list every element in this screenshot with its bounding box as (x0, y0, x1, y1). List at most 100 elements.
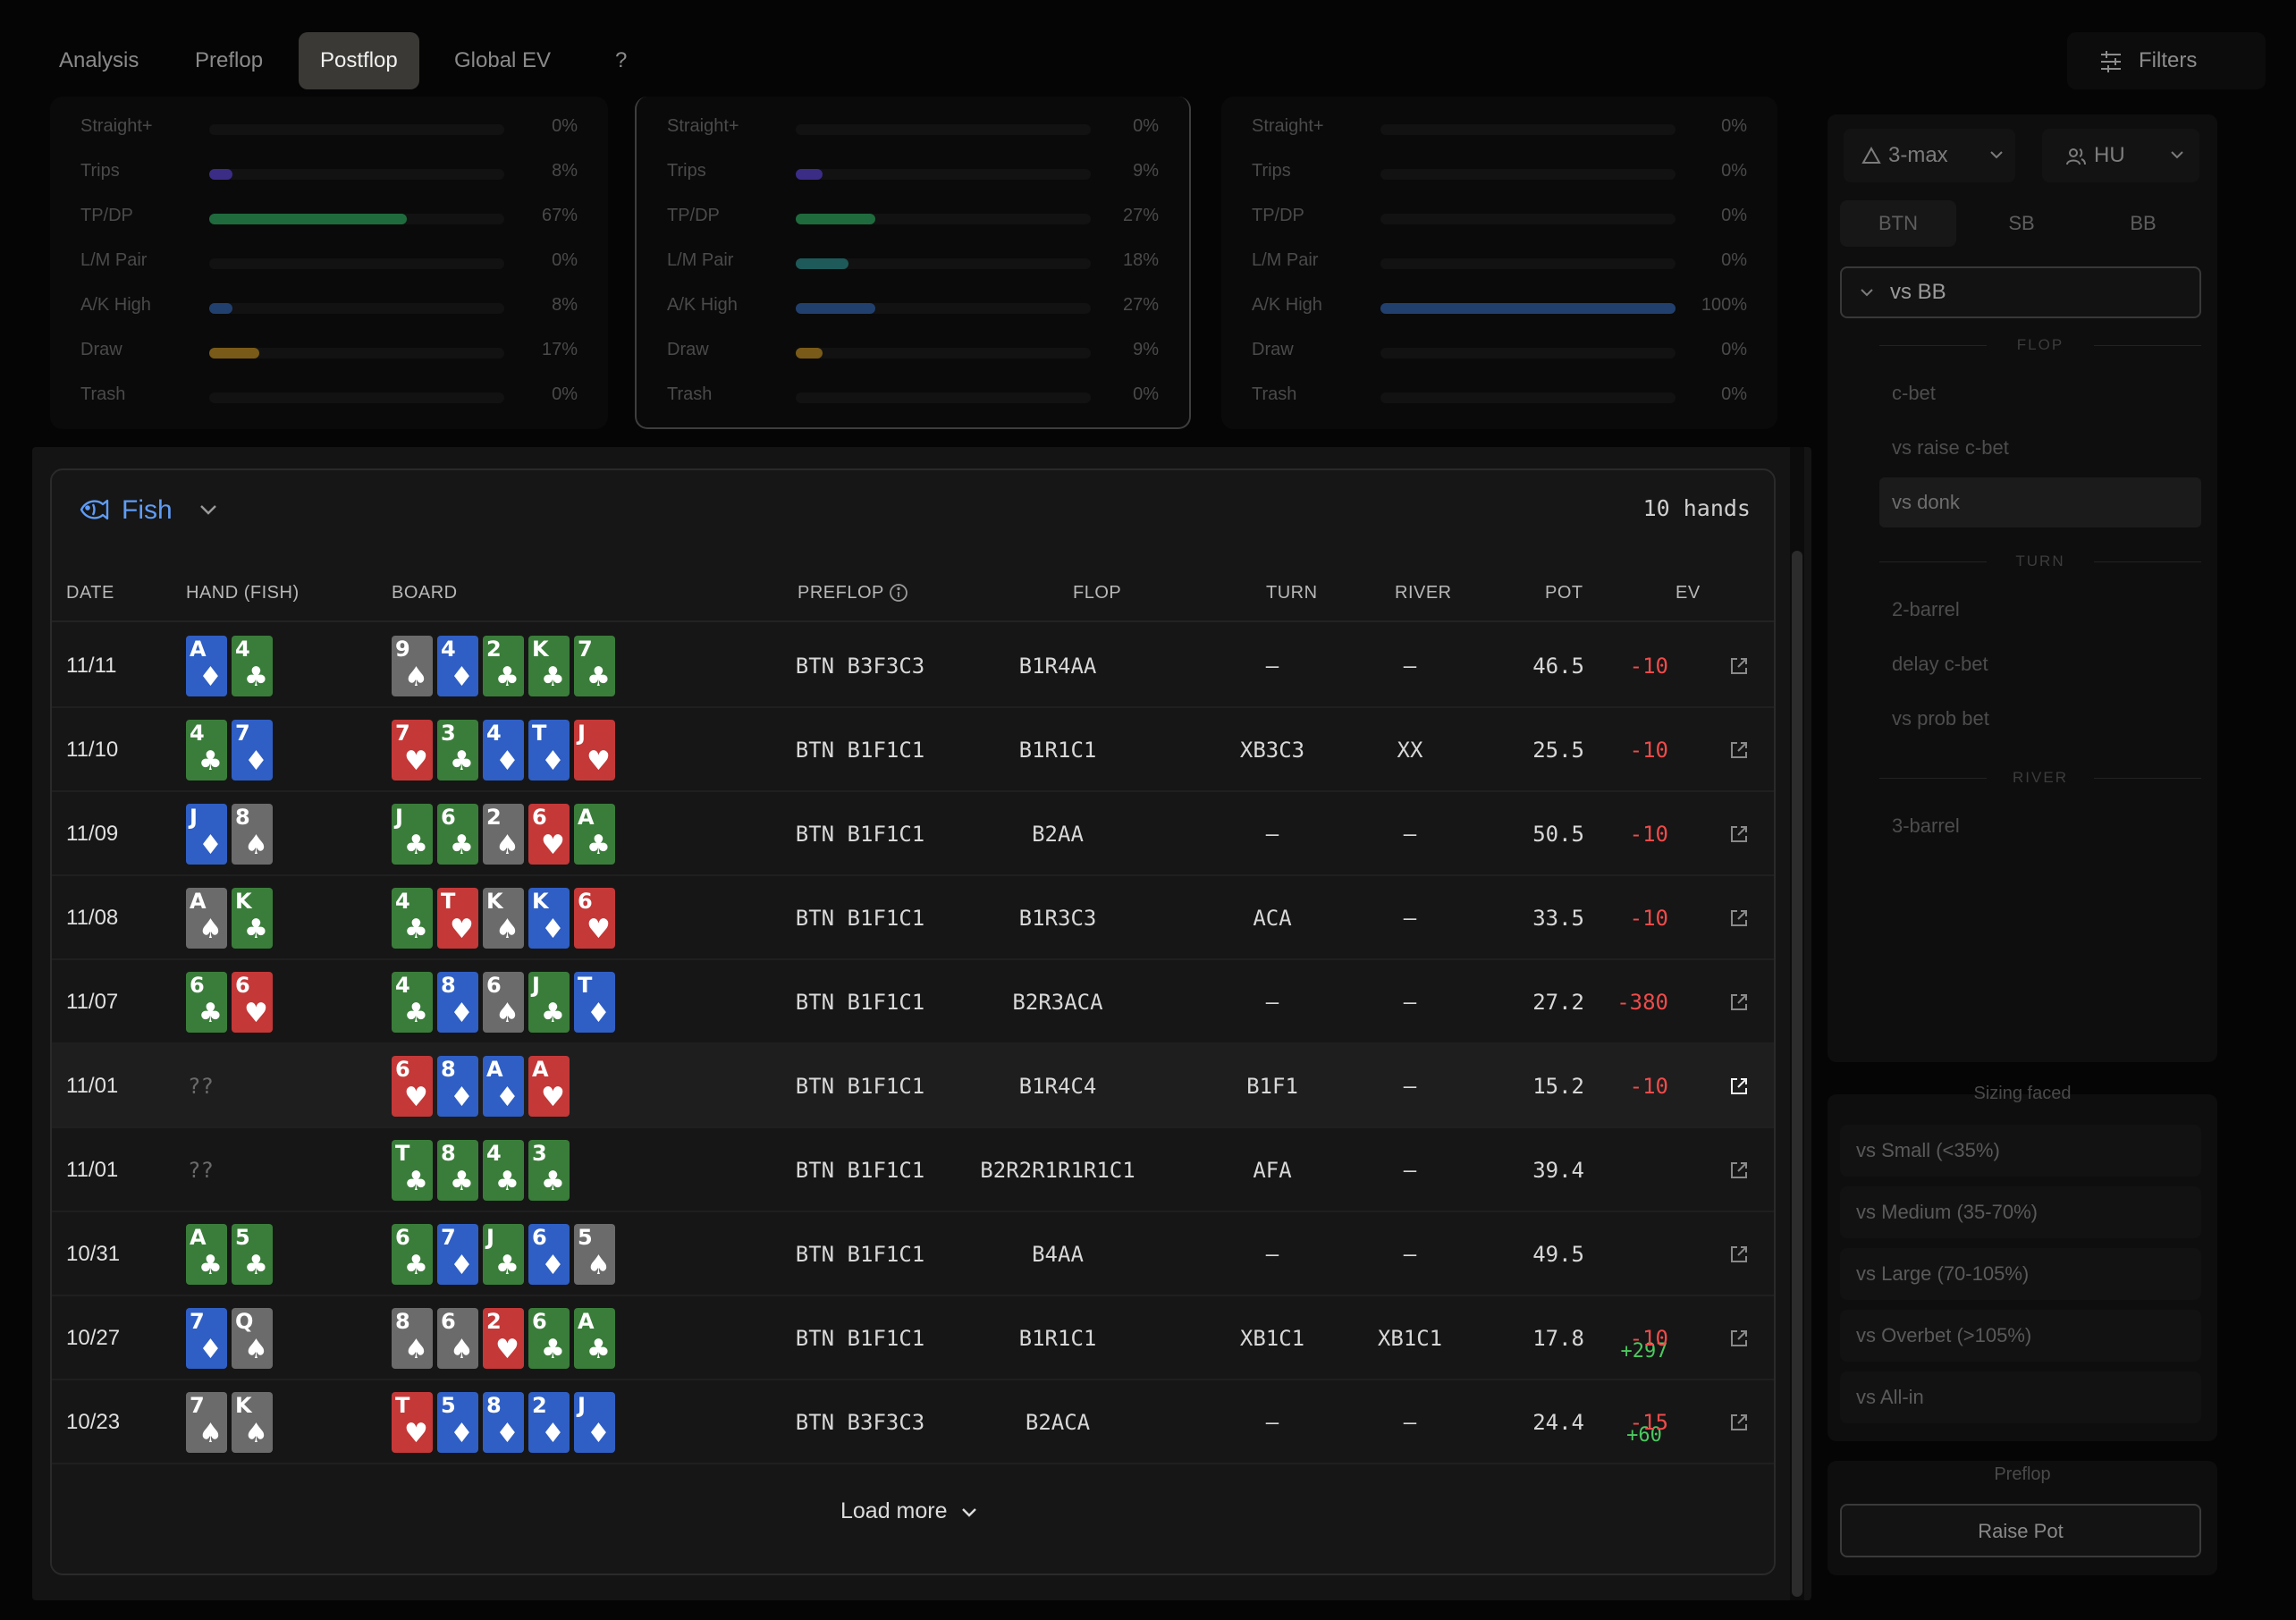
stat-label: Trash (80, 384, 126, 404)
playing-card: A ♣ (574, 1308, 615, 1369)
spot-2-barrel[interactable]: 2-barrel (1892, 598, 1960, 620)
table-row[interactable]: 11/07 6 ♣ 6 ♥ 4 ♣ 8 ♦ 6 ♠ J ♣ T ♦ BTN B1F1C1 B2R3ACA – –27… (52, 960, 1774, 1044)
card-rank: K (486, 889, 503, 914)
stat-row: Draw 17% (50, 329, 608, 374)
suit-icon: ♠ (495, 914, 519, 945)
col-date: DATE (66, 583, 114, 603)
sizing-medium[interactable]: vs Medium (35-70%) (1840, 1186, 2201, 1238)
external-link-icon[interactable] (1729, 1160, 1749, 1180)
external-link-icon[interactable] (1729, 656, 1749, 676)
card-rank: 4 (395, 889, 410, 914)
sizing-overbet[interactable]: vs Overbet (>105%) (1840, 1310, 2201, 1362)
external-link-icon[interactable] (1729, 992, 1749, 1012)
stat-bar (209, 348, 504, 359)
spot-vs-prob-bet[interactable]: vs prob bet (1892, 707, 1989, 730)
sizing-small[interactable]: vs Small (<35%) (1840, 1125, 2201, 1177)
table-row[interactable]: 11/11 A ♦ 4 ♣ 9 ♠ 4 ♦ 2 ♣ K ♣ 7 ♣ BTN B3F3C3 B1R4AA – –46.… (52, 624, 1774, 708)
table-row[interactable]: 10/23 7 ♠ K ♠ T ♥ 5 ♦ 8 ♦ 2 ♦ J ♦ BTN B3F3C3 B2ACA – –24.4… (52, 1380, 1774, 1464)
stat-percent: 0% (1133, 384, 1159, 404)
sizing-all-in[interactable]: vs All-in (1840, 1371, 2201, 1423)
playing-card: 3 ♣ (437, 720, 478, 780)
spot-3-barrel[interactable]: 3-barrel (1892, 814, 1960, 837)
section-flop: FLOP (1879, 336, 2201, 354)
stat-bar-fill (209, 348, 260, 359)
external-link-icon[interactable] (1729, 740, 1749, 760)
players-dropdown[interactable]: HU (2042, 129, 2199, 182)
external-link-icon[interactable] (1729, 908, 1749, 928)
spot-vs-raise-c-bet[interactable]: vs raise c-bet (1892, 436, 2009, 459)
card-rank: K (235, 1393, 252, 1418)
card-rank: A (486, 1057, 503, 1082)
suit-icon: ♠ (198, 914, 223, 945)
suit-icon: ♦ (450, 1082, 474, 1113)
hand-strength-panel-2: Straight+ 0% Trips 9% TP/DP 27% L/M Pair 18% A/K… (635, 97, 1191, 429)
table-row[interactable]: 11/01?? 6 ♥ 8 ♦ A ♦ A ♥ BTN B1F1C1 B1R4C4 B1F1–15.2… (52, 1044, 1774, 1128)
stat-bar-fill (209, 303, 233, 314)
card-rank: 6 (532, 805, 547, 830)
stat-row: Trash 0% (50, 374, 608, 418)
table-format-dropdown[interactable]: 3-max (1844, 129, 2015, 182)
suit-icon: ♣ (495, 662, 519, 693)
external-link-icon[interactable] (1729, 1076, 1749, 1096)
row-date: 10/23 (66, 1410, 121, 1434)
stat-label: Straight+ (667, 116, 739, 136)
tab-global-ev[interactable]: Global EV (454, 48, 552, 72)
playing-card: 9 ♠ (392, 636, 433, 696)
suit-icon: ♣ (244, 1250, 268, 1281)
table-row[interactable]: 11/01?? T ♣ 8 ♣ 4 ♣ 3 ♣ BTN B1F1C1 B2R2R1R1R1C1 AFA… (52, 1128, 1774, 1363)
filters-button[interactable]: Filters (2067, 32, 2266, 89)
scrollbar-thumb[interactable] (1792, 551, 1802, 1597)
row-ev: -10 (1629, 822, 1668, 847)
vs-position-selector[interactable]: vs BB (1840, 266, 2201, 318)
row-river-action: – (1403, 1242, 1417, 1267)
card-rank: 2 (532, 1393, 547, 1418)
section-river: RIVER (1879, 769, 2201, 787)
chevron-down-icon (200, 505, 216, 515)
row-turn-action: – (1265, 990, 1279, 1015)
filters-label: Filters (2139, 48, 2198, 72)
stat-bar (1380, 124, 1676, 135)
table-row[interactable]: 10/31 A ♣ 5 ♣ 6 ♣ 7 ♦ J ♣ 6 ♦ 5 ♠ BTN B1F1C1 B4AA – –49.5 +… (52, 1212, 1774, 1447)
stat-row: Straight+ 0% (50, 105, 608, 150)
stat-bar-fill (796, 303, 876, 314)
tab-help[interactable]: ? (615, 48, 628, 72)
tab-postflop[interactable]: Postflop (299, 32, 419, 89)
playing-card: T ♦ (528, 720, 570, 780)
spot-c-bet[interactable]: c-bet (1892, 382, 1936, 404)
table-row[interactable]: 10/27 7 ♦ Q ♠ 8 ♠ 6 ♠ 2 ♥ 6 ♣ A ♣ BTN B1F1C1 B1R1C1 XB1C1… (52, 1296, 1774, 1380)
card-rank: 6 (532, 1225, 547, 1250)
card-rank: 7 (190, 1309, 205, 1334)
load-more-button[interactable]: Load more (840, 1498, 977, 1524)
external-link-icon[interactable] (1729, 1413, 1749, 1432)
table-row[interactable]: 11/09 J ♦ 8 ♠ J ♣ 6 ♣ 2 ♠ 6 ♥ A ♣ BTN B1F1C1 B2AA – –50.5-… (52, 792, 1774, 876)
row-pot: 27.2 (1532, 990, 1584, 1015)
row-ev: -10 (1629, 654, 1668, 679)
card-rank: 6 (190, 973, 205, 998)
card-rank: 3 (441, 721, 456, 746)
spot-delay-c-bet[interactable]: delay c-bet (1892, 653, 1988, 675)
tab-preflop[interactable]: Preflop (195, 48, 264, 72)
info-icon[interactable] (889, 583, 908, 603)
spot-vs-donk[interactable]: vs donk (1879, 477, 2201, 527)
col-flop: FLOP (1073, 583, 1122, 603)
sizing-large[interactable]: vs Large (70-105%) (1840, 1248, 2201, 1300)
row-date: 11/08 (66, 906, 119, 930)
playing-card: 2 ♠ (483, 804, 524, 865)
playing-card: T ♦ (574, 972, 615, 1033)
tab-analysis[interactable]: Analysis (59, 48, 139, 72)
raise-pot-button[interactable]: Raise Pot (1840, 1504, 2201, 1557)
table-row[interactable]: 11/08 A ♠ K ♣ 4 ♣ T ♥ K ♠ K ♦ 6 ♥ BTN B1F1C1 B1R3C3 ACA –3… (52, 876, 1774, 960)
external-link-icon[interactable] (1729, 1329, 1749, 1348)
external-link-icon[interactable] (1729, 1245, 1749, 1264)
suit-icon: ♣ (198, 998, 223, 1029)
table-row[interactable]: 11/10 4 ♣ 7 ♦ 7 ♥ 3 ♣ 4 ♦ T ♦ J ♥ BTN B1F1C1 B1R1C1 XB3C3… (52, 708, 1774, 792)
position-sb[interactable]: SB (2008, 212, 2035, 234)
position-btn[interactable]: BTN (1840, 200, 1956, 247)
stat-bar-fill (796, 214, 876, 224)
card-rank: 2 (486, 805, 502, 830)
playing-card: T ♥ (437, 888, 478, 949)
row-turn-action: AFA (1253, 1158, 1292, 1183)
col-preflop-label: PREFLOP (798, 583, 884, 603)
position-bb[interactable]: BB (2130, 212, 2157, 234)
external-link-icon[interactable] (1729, 824, 1749, 844)
